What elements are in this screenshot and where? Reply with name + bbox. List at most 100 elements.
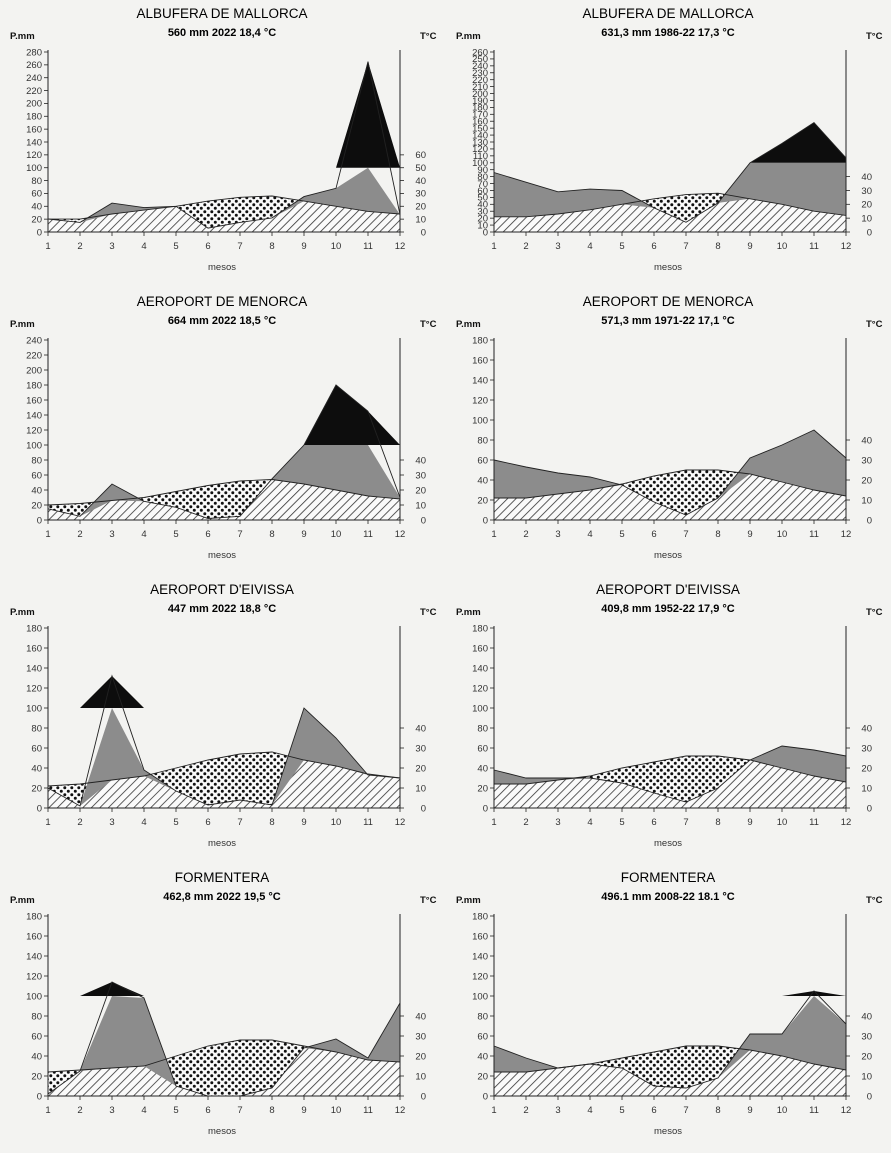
x-tick-label: 7: [237, 817, 242, 828]
hatched-area: [48, 201, 400, 232]
excess-rain-area: [494, 122, 846, 163]
x-tick-label: 3: [555, 817, 560, 828]
t-tick-label: 30: [415, 470, 426, 481]
chart-title: FORMENTERA: [621, 870, 716, 885]
x-tick-label: 11: [363, 529, 373, 540]
y-tick-label: 120: [472, 683, 488, 694]
y-tick-label: 0: [37, 515, 42, 526]
t-tick-label: 20: [415, 202, 426, 213]
chart-title: AEROPORT DE MENORCA: [137, 294, 308, 309]
chart-svg: AEROPORT DE MENORCA 664 mm 2022 18,5 °C P.…: [10, 294, 437, 561]
x-tick-label: 3: [555, 1105, 560, 1116]
x-tick-label: 7: [683, 1105, 688, 1116]
y-tick-label: 160: [472, 355, 488, 366]
hatched-area: [494, 1050, 846, 1096]
x-tick-label: 2: [77, 529, 82, 540]
x-tick-label: 12: [841, 529, 852, 540]
y-tick-label: 180: [472, 335, 488, 346]
y-tick-label: 20: [477, 213, 488, 224]
x-tick-label: 5: [619, 1105, 624, 1116]
y-tick-label: 90: [477, 165, 488, 176]
t-tick-label: 30: [415, 189, 426, 200]
y-tick-label: 80: [477, 723, 488, 734]
t-tick-label: 20: [415, 1051, 426, 1062]
x-tick-label: 3: [109, 529, 114, 540]
y-tick-label: 160: [472, 931, 488, 942]
x-tick-label: 2: [77, 1105, 82, 1116]
x-tick-label: 10: [331, 817, 342, 828]
t-tick-label: 40: [861, 723, 872, 734]
x-tick-label: 12: [395, 817, 406, 828]
y-tick-label: 100: [472, 158, 488, 169]
chart-subtitle: 560 mm 2022 18,4 °C: [168, 27, 276, 39]
t-tick-label: 0: [421, 515, 426, 526]
y-tick-label: 80: [477, 1011, 488, 1022]
chart-subtitle: 631,3 mm 1986-22 17,3 °C: [601, 27, 734, 39]
t-tick-label: 0: [867, 1091, 872, 1102]
x-tick-label: 9: [747, 1105, 752, 1116]
x-tick-label: 6: [205, 529, 210, 540]
y-tick-label: 140: [26, 137, 42, 148]
y-tick-label: 120: [472, 971, 488, 982]
t-tick-label: 20: [861, 763, 872, 774]
t-tick-label: 30: [861, 186, 872, 197]
y-tick-label: 260: [472, 47, 488, 58]
temperature-line: [494, 192, 847, 218]
x-tick-label: 5: [619, 529, 624, 540]
x-axis-label: mesos: [654, 550, 682, 561]
t-tick-label: 0: [867, 227, 872, 238]
t-tick-label: 0: [421, 227, 426, 238]
y-tick-label: 0: [483, 1091, 488, 1102]
x-axis-label: mesos: [208, 550, 236, 561]
t-axis-label: T°C: [866, 31, 883, 42]
x-tick-label: 6: [205, 817, 210, 828]
y-tick-label: 160: [26, 124, 42, 135]
chart-svg: AEROPORT D'EIVISSA 409,8 mm 1952-22 17,9 …: [456, 582, 883, 849]
x-axis-label: mesos: [208, 838, 236, 849]
temperature-line: [47, 751, 401, 787]
t-tick-label: 20: [415, 485, 426, 496]
t-tick-label: 0: [867, 803, 872, 814]
p-axis-label: P.mm: [456, 895, 481, 906]
y-tick-label: 20: [477, 1071, 488, 1082]
y-tick-label: 140: [472, 663, 488, 674]
t-tick-label: 30: [415, 1031, 426, 1042]
chart-title: ALBUFERA DE MALLORCA: [136, 6, 307, 21]
y-tick-label: 100: [26, 163, 42, 174]
precipitation-line: [47, 674, 401, 807]
chart-subtitle: 664 mm 2022 18,5 °C: [168, 315, 276, 327]
y-tick-label: 80: [31, 723, 42, 734]
y-tick-label: 100: [472, 991, 488, 1002]
x-tick-label: 12: [395, 1105, 406, 1116]
x-tick-label: 8: [269, 529, 274, 540]
x-tick-label: 4: [141, 1105, 146, 1116]
chart-title: AEROPORT D'EIVISSA: [150, 582, 294, 597]
p-axis-label: P.mm: [10, 895, 35, 906]
x-tick-label: 11: [809, 1105, 819, 1116]
y-tick-label: 80: [31, 1011, 42, 1022]
y-tick-label: 180: [26, 911, 42, 922]
x-tick-label: 9: [301, 241, 306, 252]
y-tick-label: 230: [472, 68, 488, 79]
chart-title: ALBUFERA DE MALLORCA: [582, 6, 753, 21]
y-tick-label: 0: [37, 227, 42, 238]
y-tick-label: 200: [26, 365, 42, 376]
t-tick-label: 40: [861, 435, 872, 446]
y-tick-label: 120: [26, 425, 42, 436]
t-tick-label: 10: [861, 783, 872, 794]
y-tick-label: 240: [26, 73, 42, 84]
x-tick-label: 9: [747, 241, 752, 252]
p-axis-label: P.mm: [456, 319, 481, 330]
y-tick-label: 100: [472, 703, 488, 714]
precipitation-line: [493, 745, 847, 803]
x-tick-label: 8: [269, 1105, 274, 1116]
x-tick-label: 5: [173, 1105, 178, 1116]
y-tick-label: 40: [31, 763, 42, 774]
y-tick-label: 40: [31, 485, 42, 496]
y-tick-label: 20: [31, 783, 42, 794]
y-tick-label: 200: [472, 89, 488, 100]
hatched-area: [48, 479, 400, 520]
y-tick-label: 140: [472, 375, 488, 386]
y-tick-label: 140: [26, 410, 42, 421]
x-tick-label: 9: [301, 529, 306, 540]
